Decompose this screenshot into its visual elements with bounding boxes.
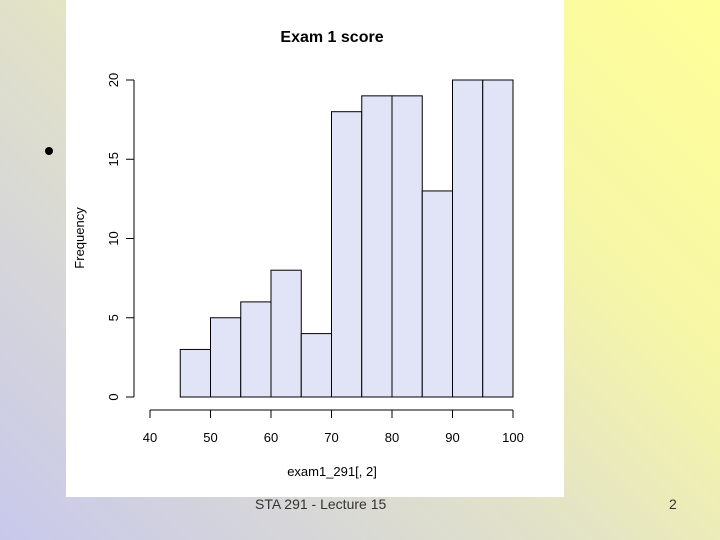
x-tick-label: 60: [264, 430, 278, 445]
y-tick-label: 15: [106, 152, 121, 166]
y-tick-label: 10: [106, 231, 121, 245]
y-tick-label: 20: [106, 73, 121, 87]
bar: [482, 79, 514, 398]
x-tick-label: 40: [143, 430, 157, 445]
bar: [179, 348, 211, 398]
bar: [300, 333, 332, 398]
bar: [210, 317, 242, 398]
bar: [331, 111, 363, 398]
x-tick-label: 90: [445, 430, 459, 445]
x-tick-label: 50: [203, 430, 217, 445]
bar: [270, 269, 302, 398]
x-tick-label: 100: [502, 430, 524, 445]
chart-title: Exam 1 score: [280, 29, 383, 46]
bar: [421, 190, 453, 398]
x-tick-label: 70: [324, 430, 338, 445]
bullet: [45, 147, 53, 155]
y-tick-label: 5: [106, 314, 121, 321]
y-axis-label: Frequency: [72, 207, 87, 269]
x-tick-label: 80: [385, 430, 399, 445]
bar: [240, 301, 272, 398]
bar: [452, 79, 484, 398]
chart: Exam 1 score exam1_291[, 2] Frequency 0 5…: [72, 29, 524, 479]
bar: [361, 95, 393, 398]
footer: STA 291 - Lecture 15: [255, 496, 387, 512]
page-number: 2: [669, 496, 677, 512]
bar: [391, 95, 423, 398]
y-tick-label: 0: [106, 393, 121, 400]
x-axis-label: exam1_291[, 2]: [287, 464, 377, 479]
